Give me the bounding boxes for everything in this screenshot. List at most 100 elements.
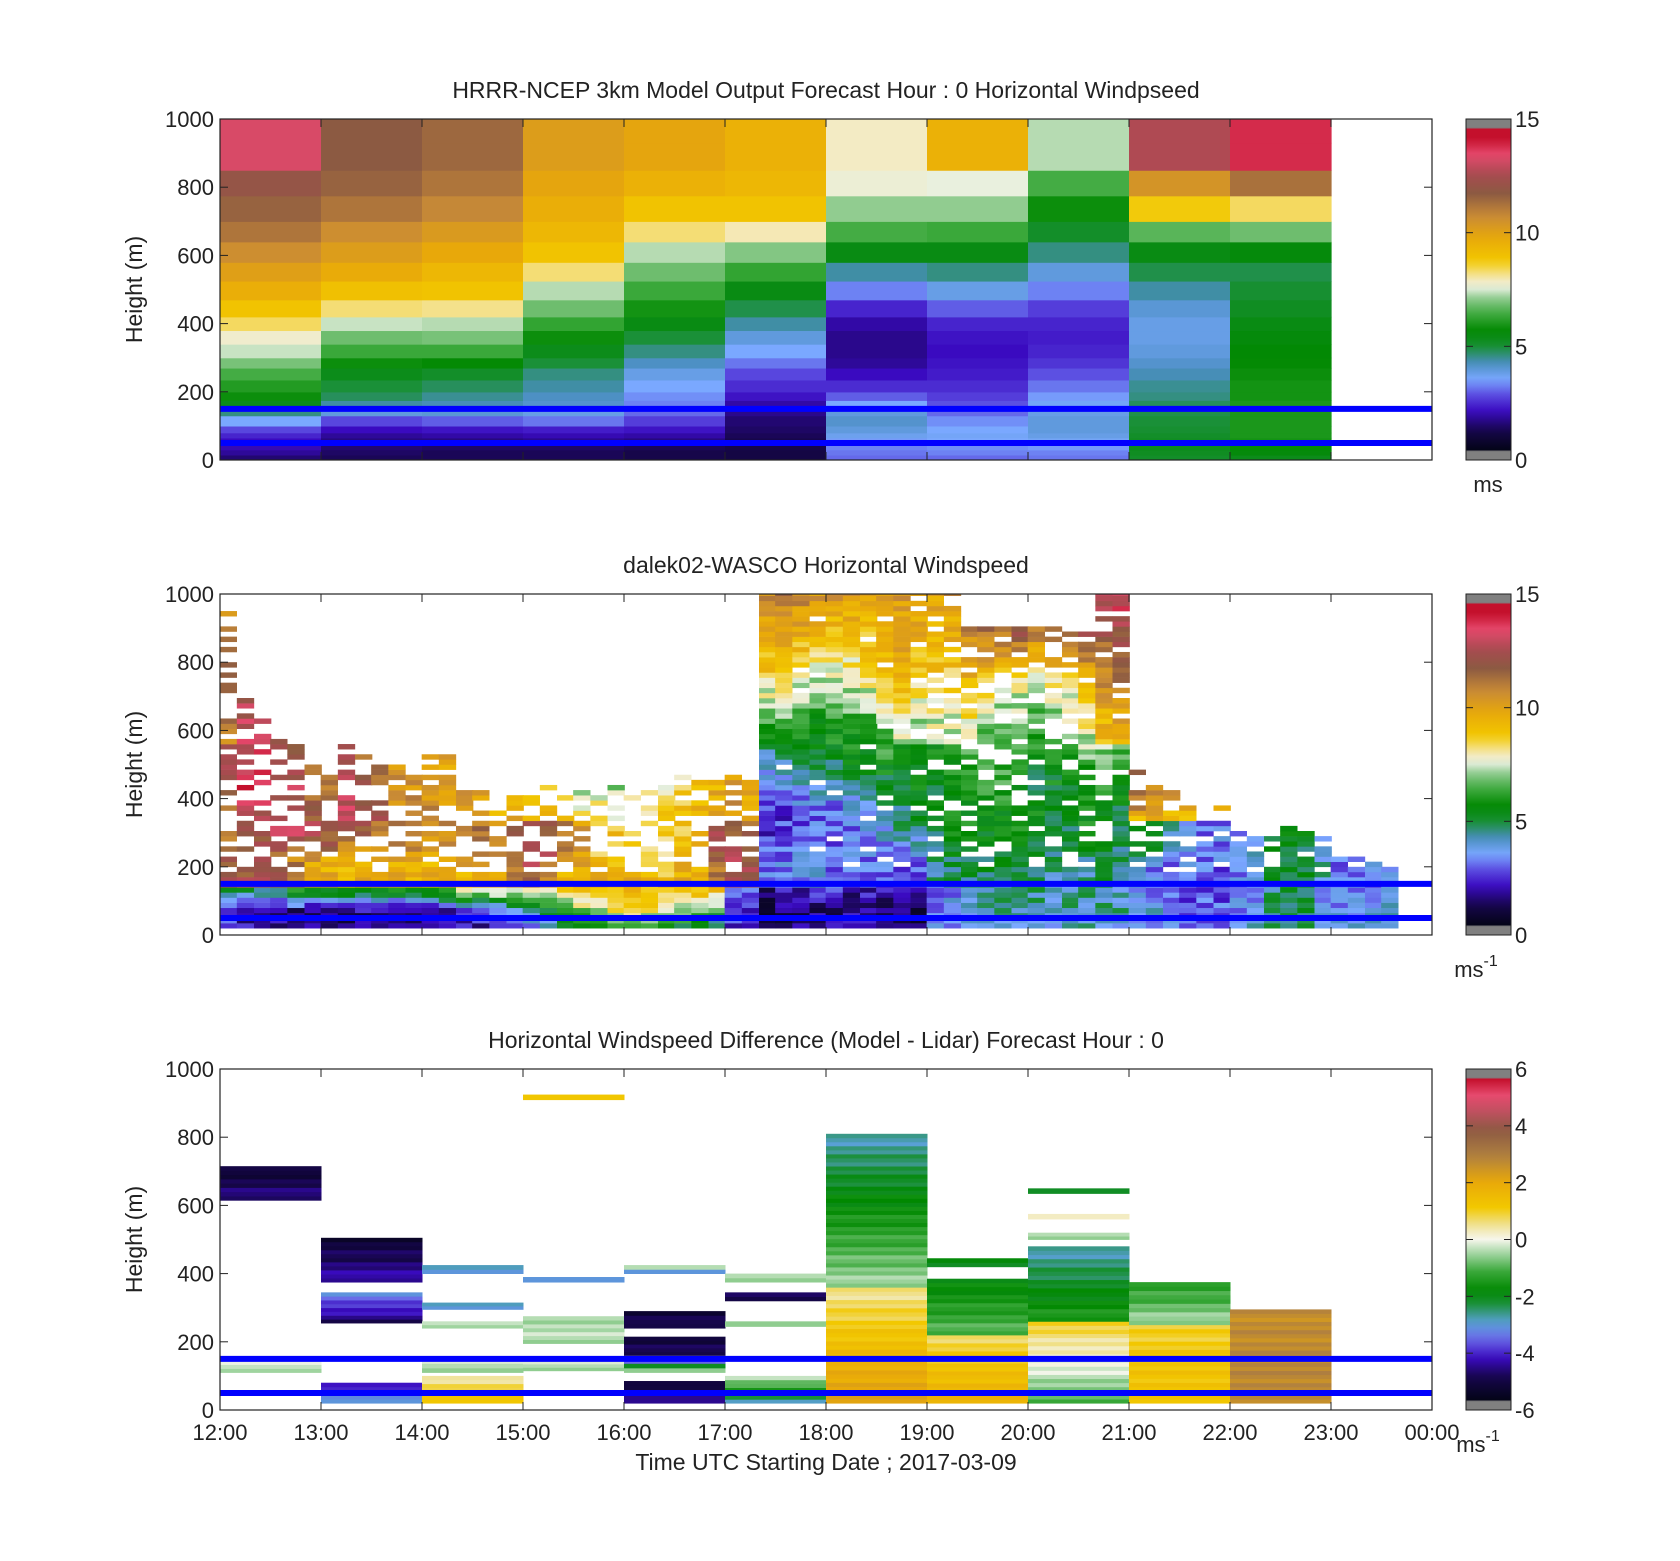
model-cell — [624, 262, 726, 282]
lidar-cell — [623, 831, 641, 837]
lidar-cell — [1062, 871, 1080, 878]
lidar-cell — [961, 820, 979, 827]
lidar-cell — [1112, 703, 1130, 709]
y-tick-label: 600 — [177, 718, 214, 743]
model-cell — [422, 391, 524, 401]
lidar-cell — [539, 892, 558, 898]
lidar-cell — [1196, 907, 1214, 914]
lidar-cell — [910, 692, 928, 699]
difference-cell — [1028, 1370, 1130, 1375]
lidar-cell — [1229, 923, 1247, 929]
lidar-cell — [809, 733, 827, 740]
lidar-cell — [910, 871, 928, 878]
lidar-cell — [876, 708, 894, 714]
lidar-cell — [842, 703, 861, 709]
lidar-cell — [1027, 657, 1045, 663]
lidar-cell — [860, 790, 878, 796]
lidar-cell — [1112, 662, 1130, 668]
lidar-cell — [825, 692, 843, 699]
lidar-cell — [1011, 825, 1029, 832]
lidar-cell — [640, 877, 659, 883]
lidar-cell — [792, 646, 810, 653]
lidar-cell — [557, 897, 575, 903]
lidar-cell — [893, 887, 911, 893]
lidar-cell — [1229, 866, 1247, 873]
lidar-cell — [977, 795, 995, 801]
lidar-cell — [1128, 877, 1146, 883]
lidar-cell — [1112, 651, 1130, 658]
lidar-cell — [1027, 646, 1045, 653]
lidar-cell — [506, 871, 524, 878]
model-cell — [826, 425, 928, 434]
lidar-cell — [1297, 841, 1315, 847]
lidar-cell — [724, 851, 742, 857]
lidar-cell — [809, 682, 827, 689]
lidar-cell — [1044, 682, 1063, 689]
difference-cell — [1230, 1325, 1332, 1331]
lidar-cell — [943, 897, 962, 903]
lidar-cell — [775, 866, 793, 873]
panel-difference-axes-frame — [219, 1068, 1433, 1411]
model-cell — [826, 280, 928, 301]
lidar-cell — [590, 820, 608, 827]
lidar-cell — [943, 605, 962, 612]
y-tick-label: 0 — [202, 1398, 214, 1423]
lidar-cell — [1095, 861, 1113, 868]
lidar-cell — [405, 820, 423, 827]
model-cell — [1129, 432, 1231, 439]
lidar-cell — [809, 600, 827, 607]
difference-cell — [826, 1258, 928, 1264]
lidar-cell — [792, 861, 810, 868]
lidar-cell — [860, 692, 878, 699]
lidar-cell — [842, 600, 861, 607]
lidar-cell — [759, 774, 777, 781]
difference-cell — [624, 1269, 726, 1274]
lidar-cell — [506, 892, 524, 898]
lidar-cell — [759, 677, 777, 683]
lidar-cell — [1213, 851, 1231, 857]
lidar-cell — [506, 856, 524, 862]
lidar-cell — [994, 892, 1012, 898]
lidar-cell — [977, 887, 995, 893]
lidar-cell — [1128, 810, 1146, 816]
lidar-cell — [775, 682, 793, 689]
difference-cell — [826, 1320, 928, 1325]
difference-cell — [1230, 1362, 1332, 1367]
lidar-cell — [876, 667, 894, 673]
model-cell — [1028, 357, 1130, 369]
y-tick-label: 800 — [177, 650, 214, 675]
lidar-cell — [421, 764, 439, 770]
lidar-cell — [1112, 836, 1130, 842]
lidar-cell — [1027, 866, 1045, 873]
lidar-cell — [926, 698, 944, 704]
lidar-cell — [876, 764, 894, 770]
lidar-cell — [893, 902, 911, 909]
lidar-cell — [691, 892, 709, 898]
model-cell — [422, 170, 524, 197]
lidar-cell — [809, 923, 827, 929]
lidar-cell — [792, 662, 810, 668]
difference-cell — [927, 1318, 1029, 1324]
lidar-cell — [557, 795, 575, 801]
model-cell — [1028, 299, 1130, 318]
lidar-cell — [994, 907, 1012, 914]
lidar-cell — [1330, 897, 1348, 903]
difference-cell — [826, 1170, 928, 1175]
lidar-cell — [337, 877, 356, 883]
lidar-cell — [1078, 795, 1096, 801]
lidar-cell — [977, 698, 995, 704]
lidar-cell — [472, 851, 490, 857]
lidar-cell — [320, 877, 338, 883]
lidar-cell — [842, 713, 861, 719]
lidar-cell — [1128, 856, 1146, 862]
lidar-cell — [842, 657, 861, 663]
model-cell — [725, 400, 827, 410]
model-cell — [725, 195, 827, 222]
lidar-cell — [254, 861, 272, 868]
model-cell — [1028, 262, 1130, 282]
difference-cell — [1028, 1366, 1130, 1371]
lidar-cell — [842, 708, 861, 714]
lidar-cell — [759, 667, 777, 673]
lidar-cell — [1095, 846, 1113, 852]
lidar-cell — [1112, 923, 1130, 929]
